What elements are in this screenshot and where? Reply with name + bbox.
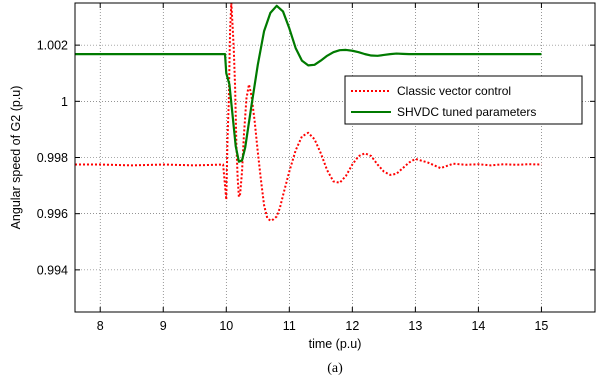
series-line-classic-vector-control bbox=[75, 3, 542, 222]
x-tick-label: 15 bbox=[534, 319, 548, 333]
legend: Classic vector control SHVDC tuned param… bbox=[344, 75, 583, 125]
x-tick-label: 12 bbox=[345, 319, 359, 333]
x-tick-label: 9 bbox=[160, 319, 167, 333]
x-tick-label: 10 bbox=[219, 319, 233, 333]
x-axis-label: time (p.u) bbox=[309, 337, 362, 351]
y-tick-label: 1 bbox=[61, 95, 68, 109]
y-tick-label: 1.002 bbox=[37, 39, 68, 53]
y-tick-label: 0.998 bbox=[37, 151, 68, 165]
legend-label-classic-vector-control: Classic vector control bbox=[397, 84, 511, 98]
x-tick-label: 13 bbox=[408, 319, 422, 333]
legend-box bbox=[344, 75, 583, 125]
x-tick-label: 11 bbox=[283, 319, 296, 333]
x-tick-label: 14 bbox=[471, 319, 485, 333]
figure-caption: (a) bbox=[327, 361, 343, 376]
legend-label-shvdc-tuned-parameters: SHVDC tuned parameters bbox=[397, 105, 536, 119]
y-axis-label: Angular speed of G2 (p.u) bbox=[9, 86, 23, 230]
y-tick-label: 0.994 bbox=[37, 263, 68, 277]
series-line-shvdc-tuned-parameters bbox=[75, 4, 542, 163]
x-tick-label: 8 bbox=[97, 319, 104, 333]
y-tick-label: 0.996 bbox=[37, 207, 68, 221]
